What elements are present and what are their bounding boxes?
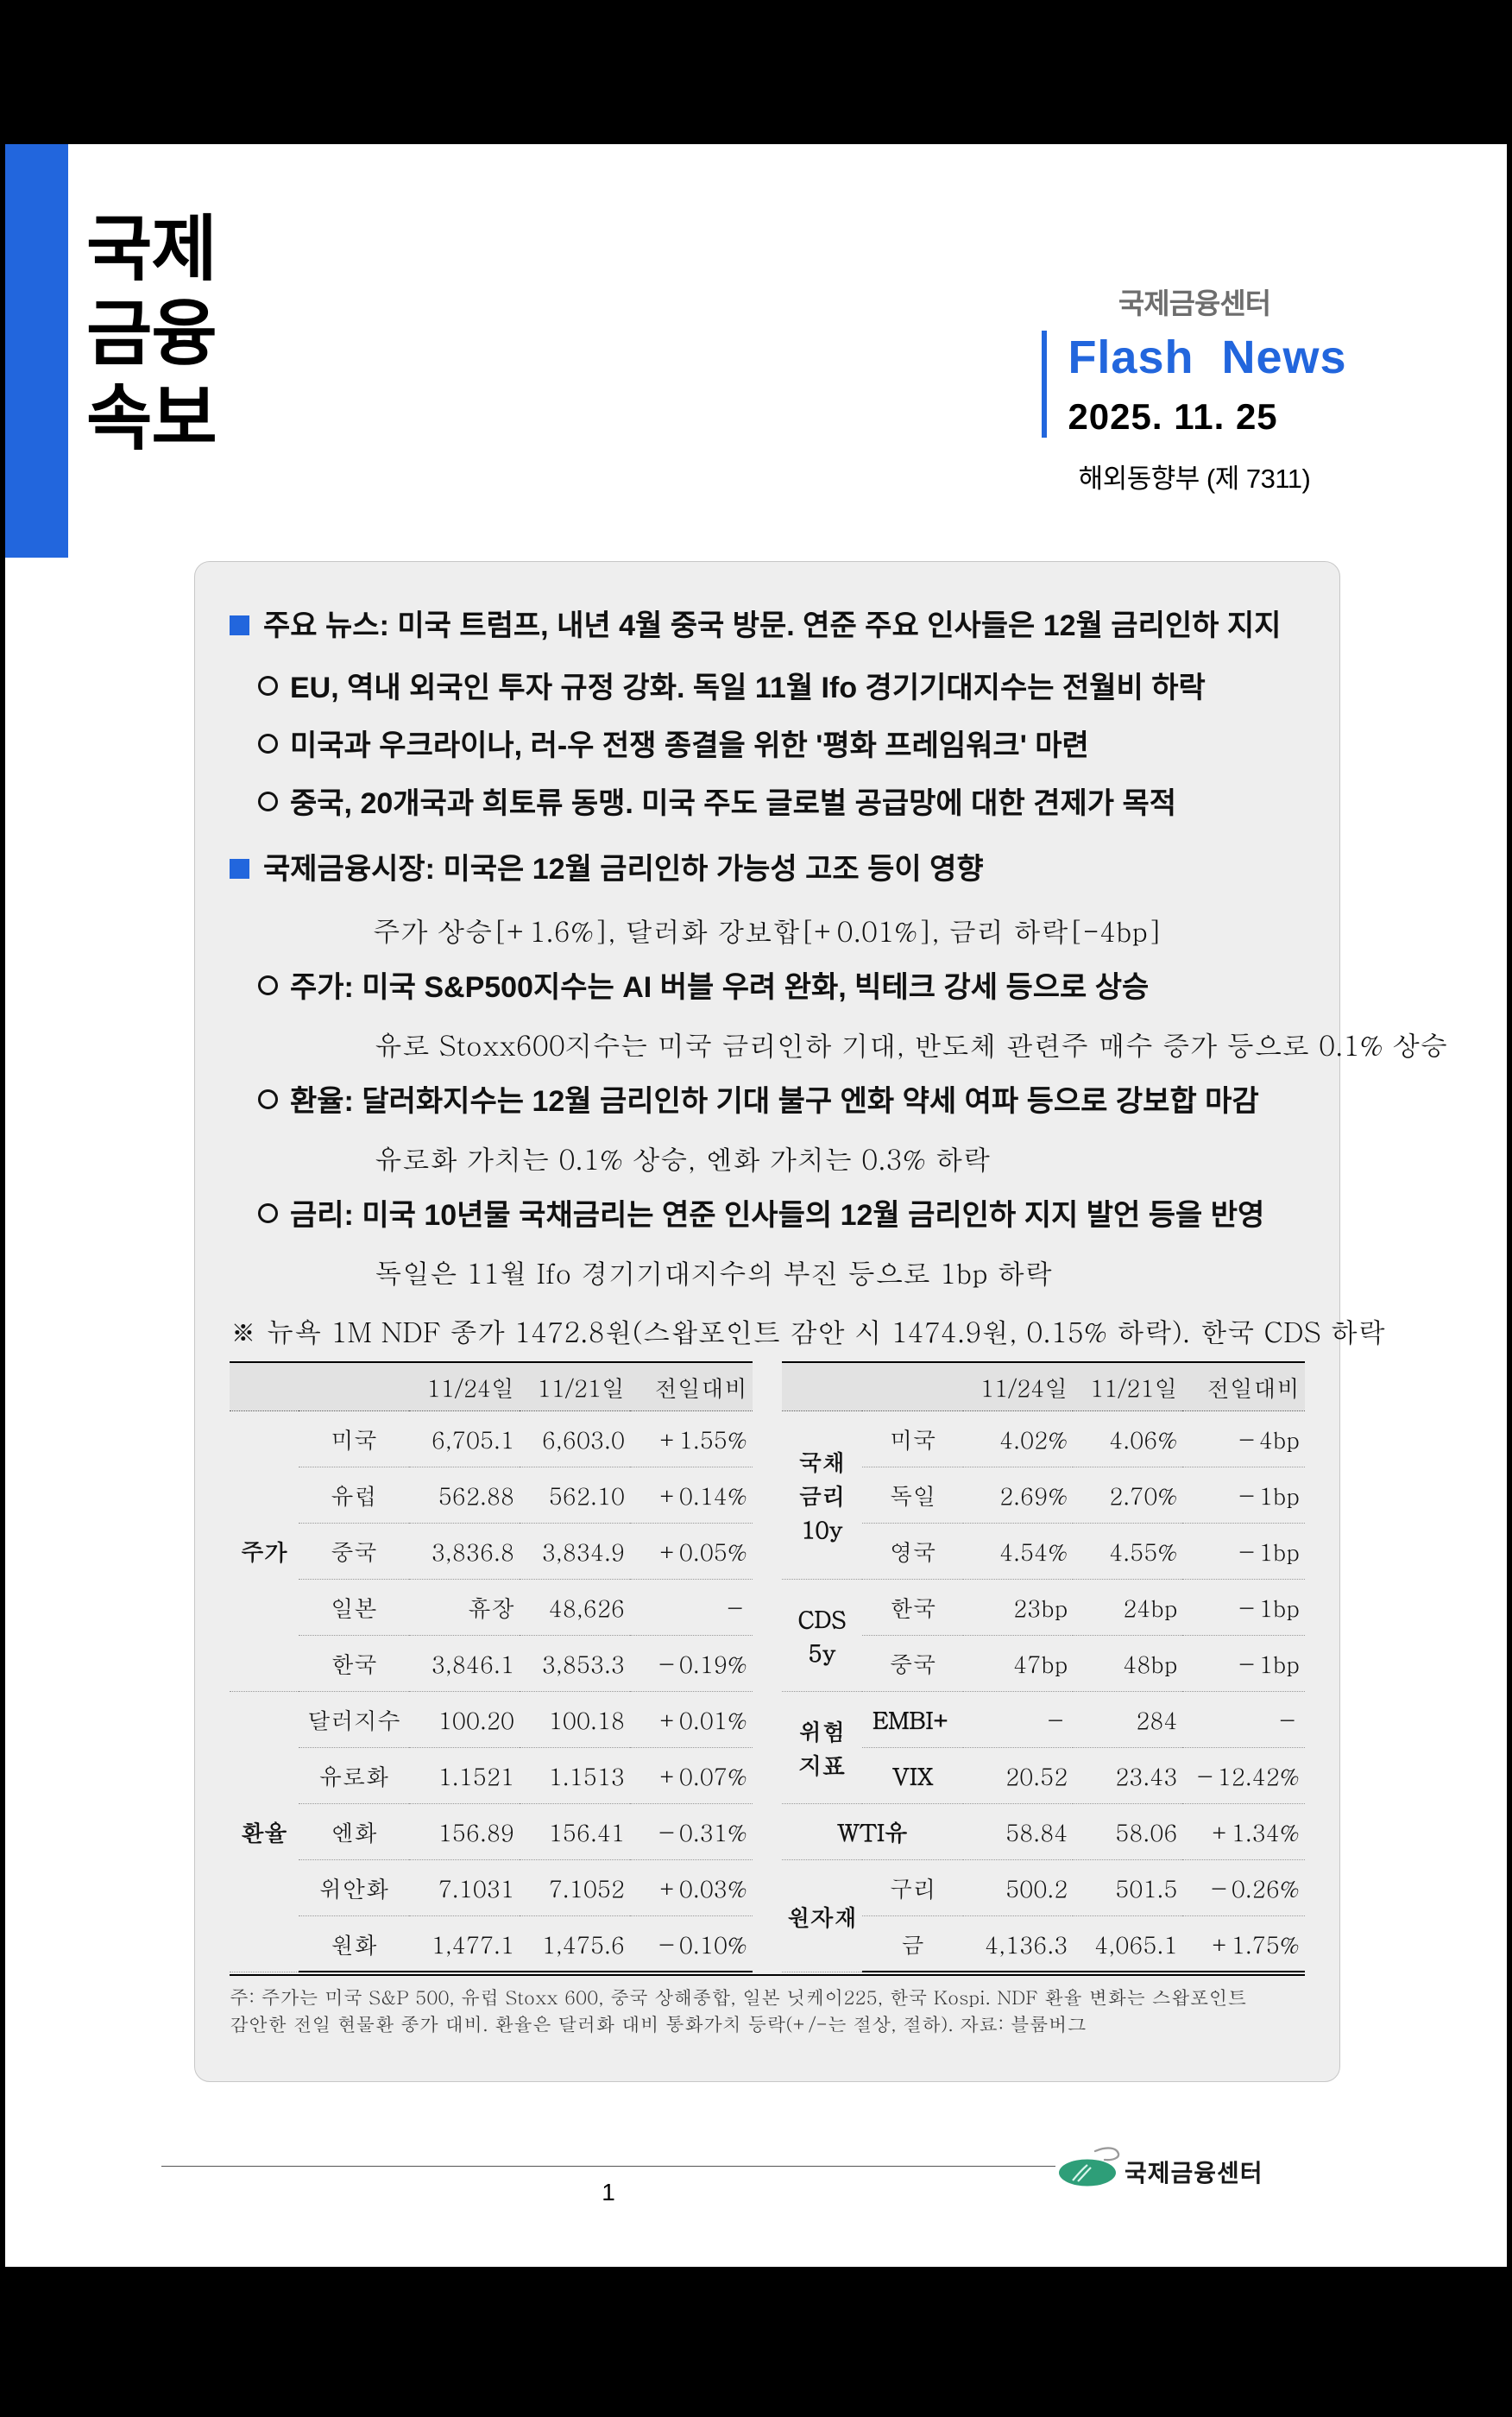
svg-text:국제금융센터: 국제금융센터	[1125, 2160, 1263, 2187]
